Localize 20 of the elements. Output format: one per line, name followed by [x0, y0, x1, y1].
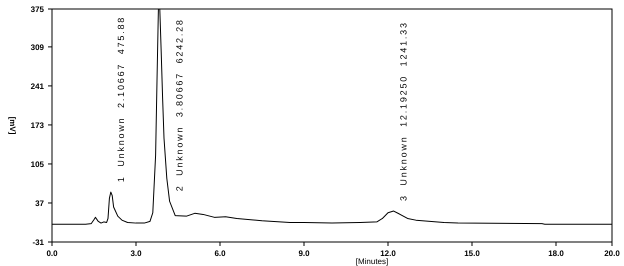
x-tick-label: 9.0 — [298, 249, 310, 258]
y-tick-label: -31 — [32, 238, 45, 247]
x-tick-label: 3.0 — [130, 249, 142, 258]
x-tick-label: 12.0 — [380, 249, 396, 258]
y-tick-label: 375 — [30, 5, 45, 14]
y-tick-label: 105 — [30, 160, 45, 169]
x-axis-title: [Minutes] — [356, 257, 388, 266]
y-tick-label: 309 — [30, 42, 45, 52]
x-tick-label: 20.0 — [604, 249, 620, 258]
annotation: 3 Unknown 12.19250 1241.33 — [398, 21, 409, 202]
y-tick-label: 37 — [35, 198, 45, 208]
y-tick-label: 241 — [30, 82, 45, 91]
annotation: 1 Unknown 2.10667 475.88 — [116, 16, 126, 182]
x-tick-label: 6.0 — [214, 249, 226, 258]
y-axis-title: [mV] — [8, 116, 17, 135]
x-tick-label: 15.0 — [464, 249, 480, 258]
y-tick-label: 173 — [30, 120, 45, 130]
x-tick-label: 18.0 — [548, 249, 564, 258]
x-tick-label: 0.0 — [46, 249, 58, 258]
annotation: 2 Unknown 3.80667 6242.28 — [174, 18, 185, 192]
